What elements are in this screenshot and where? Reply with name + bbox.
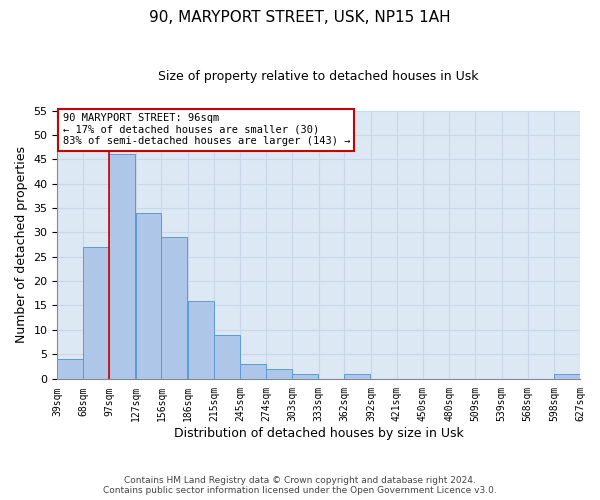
Bar — [292, 374, 318, 378]
Text: Contains HM Land Registry data © Crown copyright and database right 2024.
Contai: Contains HM Land Registry data © Crown c… — [103, 476, 497, 495]
Bar — [266, 369, 292, 378]
Y-axis label: Number of detached properties: Number of detached properties — [15, 146, 28, 343]
Bar — [83, 247, 109, 378]
X-axis label: Distribution of detached houses by size in Usk: Distribution of detached houses by size … — [174, 427, 464, 440]
Bar — [344, 374, 370, 378]
Bar — [214, 334, 239, 378]
Title: Size of property relative to detached houses in Usk: Size of property relative to detached ho… — [158, 70, 479, 83]
Text: 90 MARYPORT STREET: 96sqm
← 17% of detached houses are smaller (30)
83% of semi-: 90 MARYPORT STREET: 96sqm ← 17% of detac… — [62, 113, 350, 146]
Bar — [241, 364, 266, 378]
Bar — [136, 213, 161, 378]
Bar — [161, 237, 187, 378]
Bar — [58, 359, 83, 378]
Bar — [109, 154, 135, 378]
Bar — [188, 300, 214, 378]
Text: 90, MARYPORT STREET, USK, NP15 1AH: 90, MARYPORT STREET, USK, NP15 1AH — [149, 10, 451, 25]
Bar — [554, 374, 580, 378]
